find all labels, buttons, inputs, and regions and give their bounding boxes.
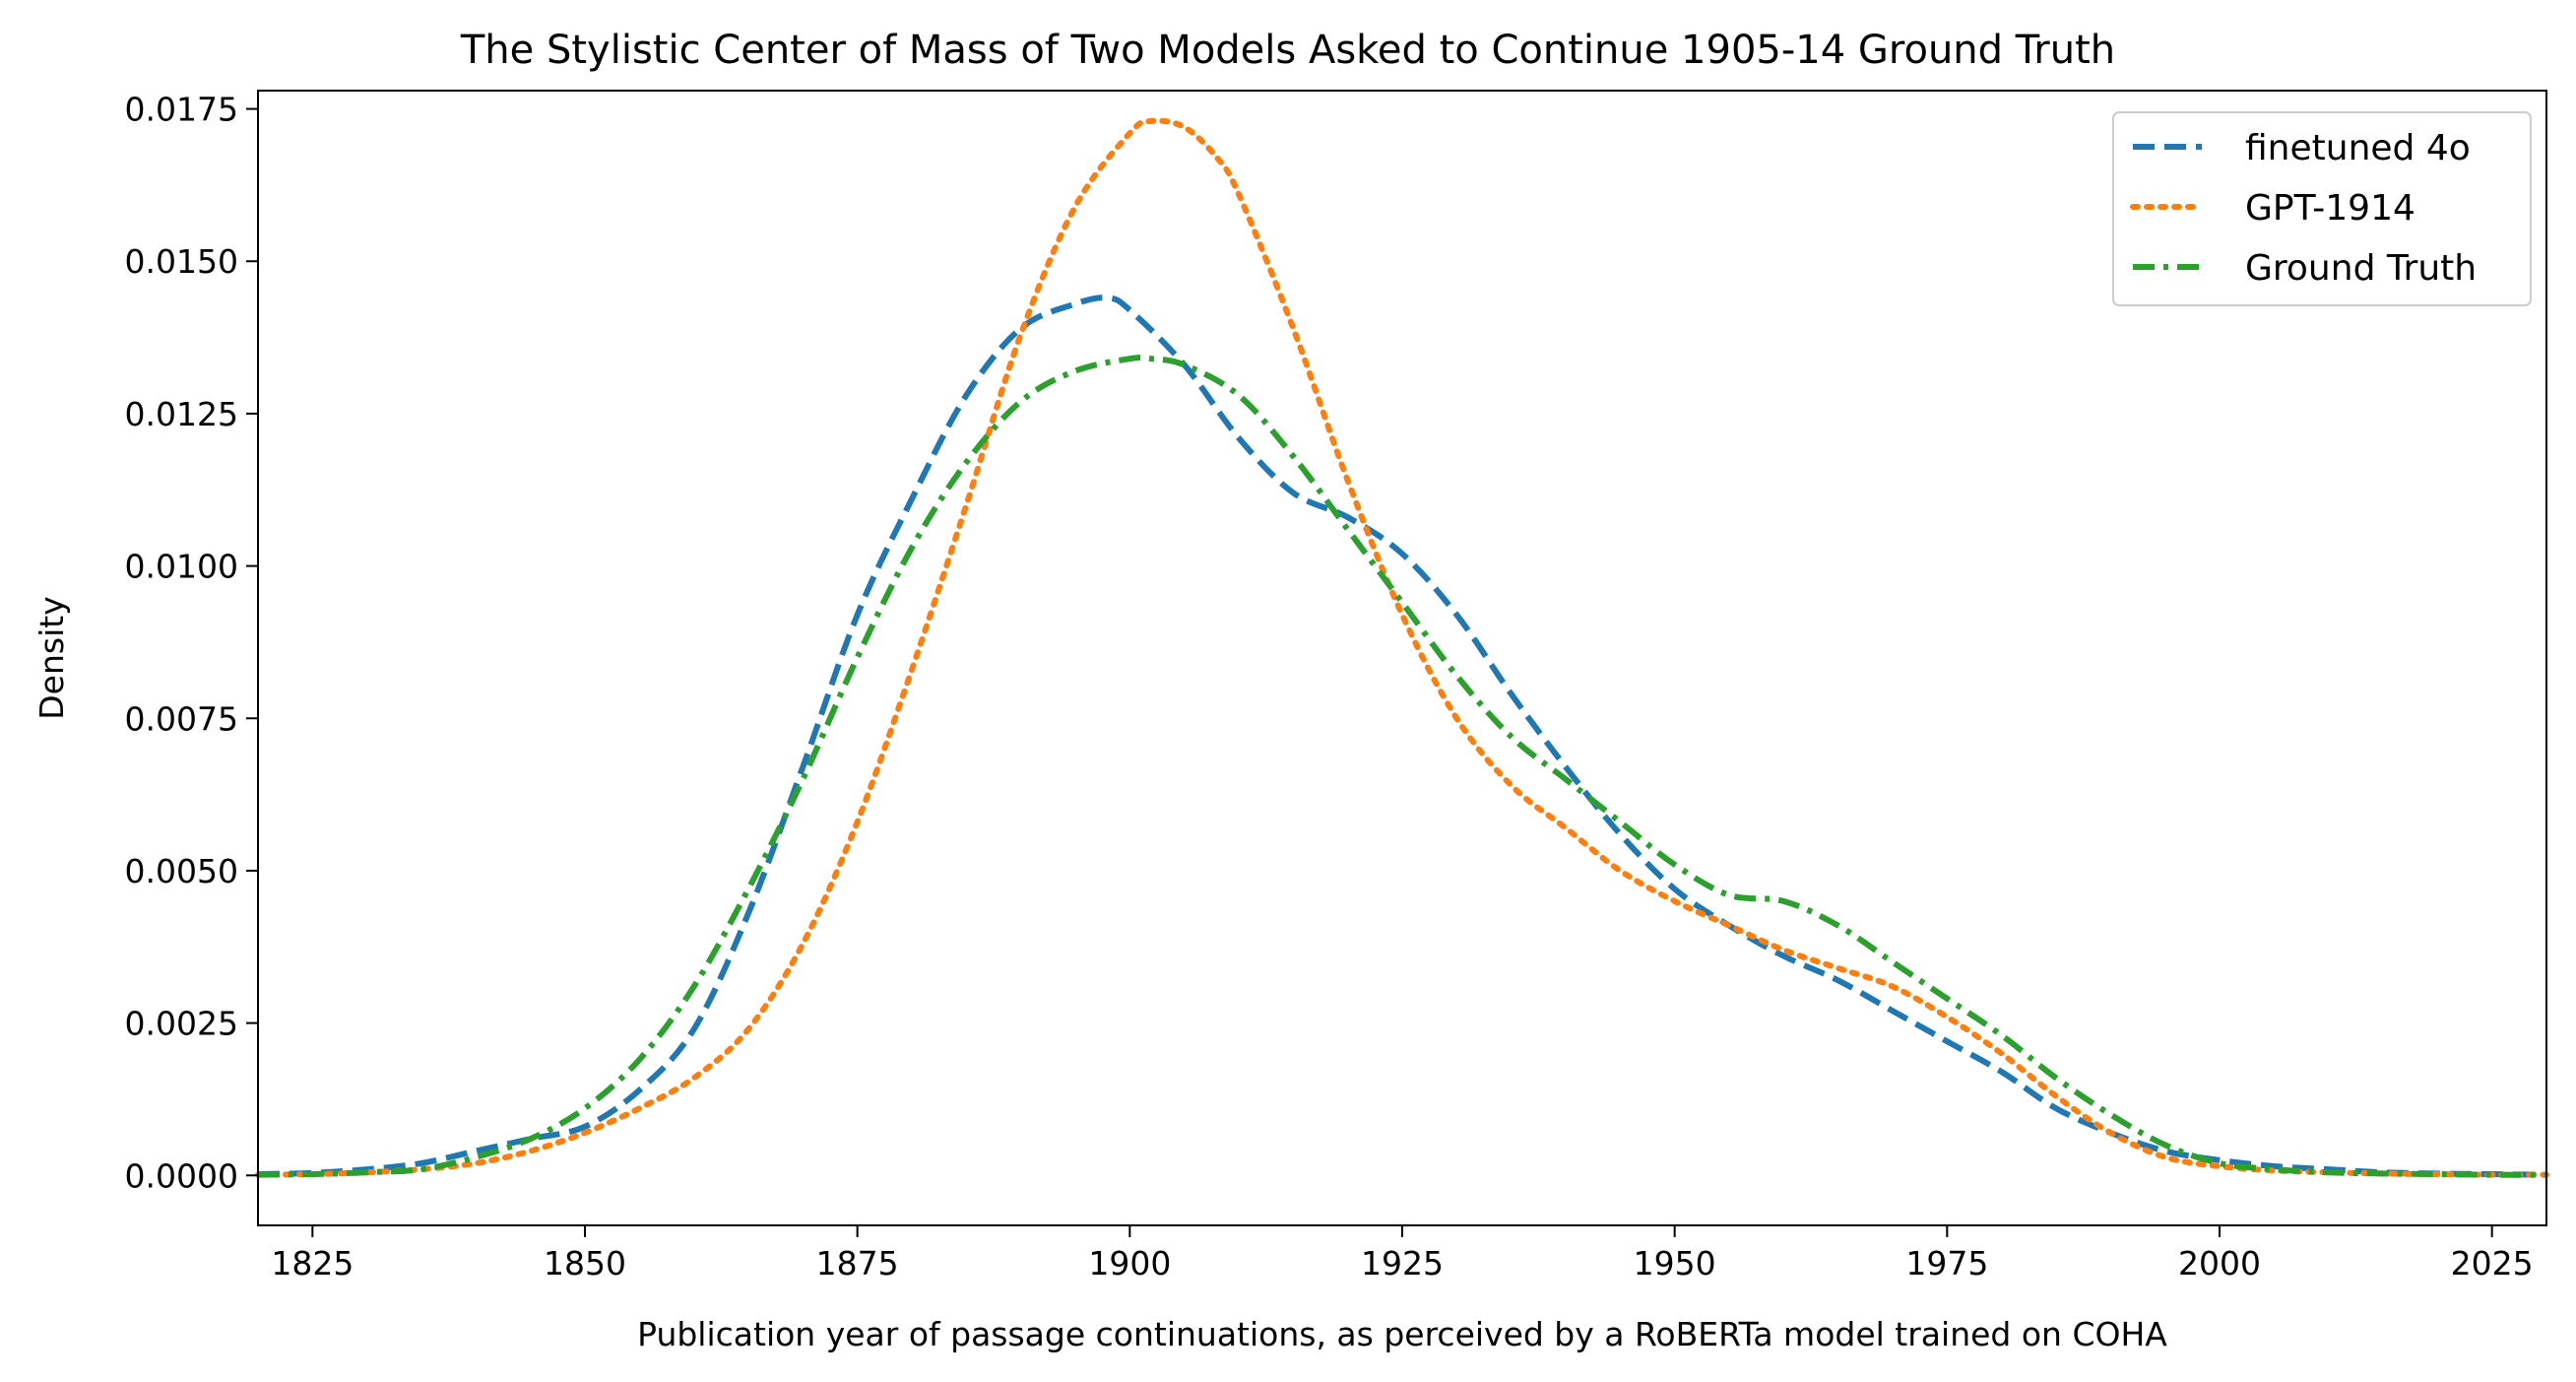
x-tick-label: 1875 (816, 1244, 899, 1283)
y-tick-label: 0.0025 (125, 1005, 238, 1043)
series-line-finetuned-4o (257, 295, 2547, 1178)
y-axis-ticks: 0.0000 0.0025 0.0050 0.0075 0.0100 0.0125 0.01… (125, 91, 258, 1195)
y-tick-label: 0.0050 (125, 852, 238, 890)
legend-label-finetuned-4o: finetuned 4o (2245, 128, 2471, 168)
y-tick-label: 0.0175 (125, 91, 238, 129)
series-line-gpt-1914 (255, 117, 2549, 1178)
x-tick-label: 1900 (1088, 1244, 1171, 1283)
x-tick-label: 1825 (271, 1244, 354, 1283)
y-axis-label: Density (32, 596, 71, 719)
x-axis-ticks: 1825 1850 1875 1900 1925 1950 1975 2000 2025 (271, 1225, 2534, 1283)
legend-items: finetuned 4o GPT-1914 Ground Truth (2130, 128, 2477, 289)
y-tick-label: 0.0150 (125, 242, 238, 281)
legend-box (2112, 111, 2532, 306)
y-tick-label: 0.0075 (125, 699, 238, 738)
x-axis-label: Publication year of passage continuation… (637, 1315, 2167, 1353)
legend: finetuned 4o GPT-1914 Ground Truth (2112, 111, 2532, 306)
y-tick-label: 0.0100 (125, 548, 238, 586)
series-line-ground-truth (257, 355, 2547, 1178)
x-tick-label: 2025 (2451, 1244, 2534, 1283)
plot-lines (255, 117, 2549, 1178)
y-tick-label: 0.0000 (125, 1156, 238, 1195)
legend-label-gpt-1914: GPT-1914 (2245, 188, 2415, 229)
y-tick-label: 0.0125 (125, 395, 238, 433)
x-tick-label: 2000 (2178, 1244, 2261, 1283)
chart-title: The Stylistic Center of Mass of Two Mode… (460, 28, 2115, 73)
x-tick-label: 1850 (544, 1244, 626, 1283)
x-tick-label: 1950 (1634, 1244, 1716, 1283)
legend-label-ground-truth: Ground Truth (2245, 248, 2477, 289)
x-tick-label: 1925 (1361, 1244, 1444, 1283)
x-tick-label: 1975 (1905, 1244, 1988, 1283)
